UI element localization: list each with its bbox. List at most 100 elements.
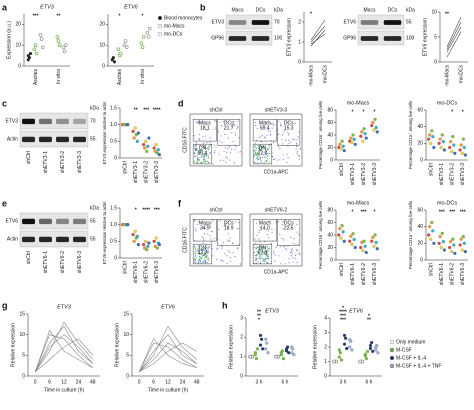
- flow-event: [224, 225, 226, 227]
- flow-event: [193, 261, 196, 264]
- data-point: [440, 231, 444, 235]
- y-axis-label: Percentage CD1a⁺ among live cells: [408, 101, 413, 169]
- flow-event: [298, 251, 300, 253]
- flow-event: [229, 256, 231, 259]
- data-point: [364, 357, 368, 361]
- flow-event: [225, 120, 227, 122]
- flow-event: [261, 152, 263, 154]
- data-point: [353, 142, 357, 146]
- flow-event: [281, 134, 284, 136]
- flow-event: [202, 136, 204, 138]
- panel-letter: b: [200, 2, 206, 12]
- data-point: [144, 139, 148, 143]
- gate: [252, 218, 277, 242]
- flow-event: [280, 263, 282, 265]
- y-tick-label: 0: [420, 157, 423, 163]
- flow-event: [206, 129, 208, 131]
- data-point: [34, 51, 39, 56]
- flow-event: [286, 154, 288, 156]
- flow-event: [276, 159, 278, 161]
- flow-event: [221, 141, 223, 144]
- flow-event: [197, 150, 199, 152]
- flow-event: [205, 257, 208, 259]
- flow-event: [254, 149, 256, 151]
- flow-event: [202, 227, 204, 229]
- y-tick-label: 40: [327, 232, 333, 238]
- y-tick-label: 1.0: [110, 222, 117, 228]
- flow-event: [298, 253, 300, 255]
- flow-event: [228, 146, 230, 148]
- flow-event: [196, 144, 198, 146]
- flow-event: [197, 156, 199, 158]
- y-tick-label: 1.5: [110, 205, 117, 211]
- y-tick-label: 20: [99, 22, 105, 28]
- data-point: [142, 243, 146, 247]
- flow-event: [199, 256, 201, 258]
- flow-event: [281, 224, 283, 226]
- y-tick-label: 0: [330, 157, 333, 163]
- flow-event: [288, 139, 290, 141]
- data-point: [458, 243, 462, 247]
- flow-event: [272, 141, 275, 143]
- flow-event: [292, 138, 294, 141]
- flow-event: [261, 147, 263, 150]
- flow-event: [194, 149, 196, 152]
- x-axis-label: Time in culture (h): [44, 387, 84, 393]
- data-point: [116, 47, 121, 52]
- legend-label: M-CSF + IL-4: [396, 355, 426, 361]
- y-tick-label: 2: [298, 19, 301, 25]
- x-tick-label: mo-Macs: [308, 65, 314, 86]
- flow-event: [263, 246, 265, 248]
- blot-band: [39, 218, 52, 225]
- flow-event: [198, 252, 200, 254]
- flow-event: [211, 221, 213, 223]
- flow-event: [257, 156, 259, 159]
- flow-title: shETV6-2: [265, 207, 287, 213]
- flow-event: [258, 238, 260, 240]
- flow-event: [255, 139, 258, 142]
- flow-event: [202, 156, 204, 158]
- flow-event: [193, 259, 195, 261]
- flow-event: [209, 152, 211, 155]
- data-point: [448, 245, 452, 250]
- series-line: [34, 334, 94, 373]
- flow-event: [234, 132, 236, 134]
- flow-event: [266, 254, 268, 256]
- gate-name: DCs: [284, 121, 294, 127]
- flow-event: [216, 258, 218, 261]
- gate: [192, 143, 213, 165]
- flow-event: [268, 161, 270, 163]
- flow-title: shETV3-3: [265, 107, 287, 113]
- flow-frame: [189, 213, 243, 267]
- y-axis-label: ETV3 expression: [286, 18, 292, 56]
- data-point: [351, 133, 355, 137]
- flow-event: [202, 261, 204, 263]
- lane-label: Macs: [232, 7, 244, 13]
- legend-label: mo-DCs: [164, 31, 183, 37]
- flow-event: [265, 151, 267, 153]
- flow-event: [260, 248, 262, 250]
- flow-event: [277, 220, 280, 223]
- data-point: [364, 250, 368, 255]
- flow-event: [234, 134, 237, 136]
- data-point: [342, 342, 347, 346]
- significance: ****: [153, 107, 161, 113]
- flow-event: [260, 160, 263, 162]
- data-point: [112, 60, 117, 64]
- gate-value: 21.7: [224, 126, 234, 132]
- x-axis-label: CD1a-APC: [264, 269, 289, 275]
- y-axis-label: Relative expression: [114, 323, 120, 367]
- blot-strip: [19, 130, 89, 148]
- flow-event: [197, 120, 200, 122]
- data-point: [371, 120, 375, 125]
- blot-band: [251, 36, 270, 41]
- kda-label: 100: [406, 35, 415, 41]
- data-point: [372, 128, 376, 132]
- flow-event: [298, 131, 300, 133]
- series-line: [138, 342, 197, 373]
- flow-event: [221, 245, 223, 248]
- flow-event: [259, 241, 261, 243]
- flow-event: [288, 262, 290, 264]
- kda-label: 70: [90, 118, 96, 124]
